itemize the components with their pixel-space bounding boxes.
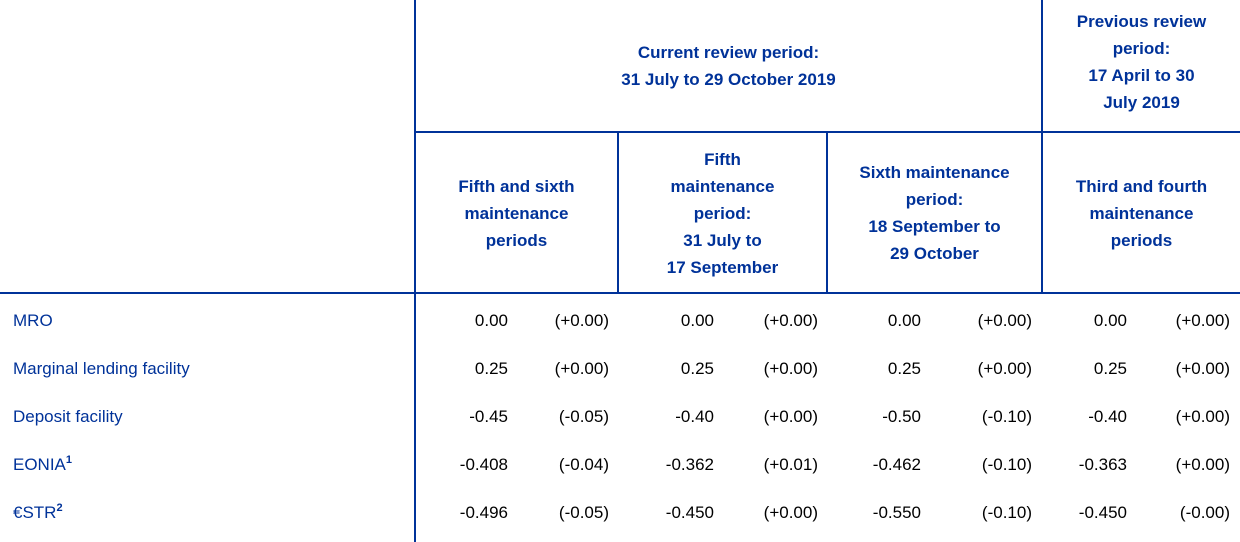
footnote-ref: 2 bbox=[56, 502, 63, 514]
cell-value: (+0.01) bbox=[763, 455, 818, 474]
cell-value: (-0.00) bbox=[1179, 503, 1230, 522]
cell-value: -0.50 bbox=[882, 407, 921, 426]
cell-value: -0.462 bbox=[872, 455, 921, 474]
cell-value: (+0.00) bbox=[1175, 311, 1230, 330]
label-text: Deposit facility bbox=[13, 407, 123, 426]
divider bbox=[0, 292, 1240, 294]
cell-value: (+0.00) bbox=[763, 359, 818, 378]
group-header: Previous review period: 17 April to 30 J… bbox=[1076, 12, 1207, 112]
cell-value: -0.45 bbox=[469, 407, 508, 426]
cell-value: (-0.10) bbox=[981, 455, 1032, 474]
column-header: Fifth maintenance period: 31 July to 17 … bbox=[666, 149, 779, 277]
row-label: Deposit facility bbox=[13, 407, 123, 427]
cell-value: (+0.00) bbox=[763, 407, 818, 426]
cell-value: 0.00 bbox=[887, 311, 921, 330]
cell-value: (-0.05) bbox=[558, 407, 609, 426]
row-label: Marginal lending facility bbox=[13, 359, 190, 379]
cell-value: (+0.00) bbox=[1175, 359, 1230, 378]
cell-value: -0.496 bbox=[459, 503, 508, 522]
cell-value: (+0.00) bbox=[977, 359, 1032, 378]
cell-value: 0.00 bbox=[680, 311, 714, 330]
row-label: MRO bbox=[13, 311, 53, 331]
column-header: Third and fourth maintenance periods bbox=[1075, 176, 1208, 250]
divider bbox=[617, 132, 619, 293]
cell-value: (-0.10) bbox=[981, 407, 1032, 426]
label-text: €STR bbox=[13, 503, 57, 522]
label-text: Marginal lending facility bbox=[13, 359, 190, 378]
cell-value: -0.450 bbox=[665, 503, 714, 522]
cell-value: (+0.00) bbox=[554, 359, 609, 378]
group-header: Current review period: 31 July to 29 Oct… bbox=[621, 42, 836, 89]
cell-value: 0.25 bbox=[680, 359, 714, 378]
cell-value: (+0.00) bbox=[977, 311, 1032, 330]
cell-value: (+0.00) bbox=[554, 311, 609, 330]
cell-value: 0.00 bbox=[1093, 311, 1127, 330]
cell-value: (-0.10) bbox=[981, 503, 1032, 522]
cell-value: -0.40 bbox=[1088, 407, 1127, 426]
column-header: Fifth and sixth maintenance periods bbox=[458, 176, 575, 250]
column-header: Sixth maintenance period: 18 September t… bbox=[859, 163, 1010, 263]
cell-value: -0.363 bbox=[1078, 455, 1127, 474]
label-text: EONIA bbox=[13, 455, 66, 474]
cell-value: (+0.00) bbox=[1175, 407, 1230, 426]
divider bbox=[1041, 0, 1043, 293]
cell-value: 0.00 bbox=[474, 311, 508, 330]
cell-value: (+0.00) bbox=[763, 503, 818, 522]
cell-value: 0.25 bbox=[1093, 359, 1127, 378]
label-text: MRO bbox=[13, 311, 53, 330]
cell-value: (+0.00) bbox=[1175, 455, 1230, 474]
cell-value: -0.550 bbox=[872, 503, 921, 522]
row-label: €STR2 bbox=[13, 503, 63, 523]
footnote-ref: 1 bbox=[65, 454, 73, 466]
cell-value: -0.40 bbox=[675, 407, 714, 426]
cell-value: -0.408 bbox=[459, 455, 508, 474]
divider bbox=[414, 0, 416, 542]
cell-value: (+0.00) bbox=[763, 311, 818, 330]
cell-value: 0.25 bbox=[474, 359, 508, 378]
cell-value: (-0.04) bbox=[558, 455, 609, 474]
row-label: EONIA1 bbox=[13, 455, 72, 475]
cell-value: 0.25 bbox=[887, 359, 921, 378]
cell-value: -0.450 bbox=[1078, 503, 1127, 522]
cell-value: (-0.05) bbox=[558, 503, 609, 522]
cell-value: -0.362 bbox=[665, 455, 714, 474]
divider bbox=[826, 132, 828, 293]
